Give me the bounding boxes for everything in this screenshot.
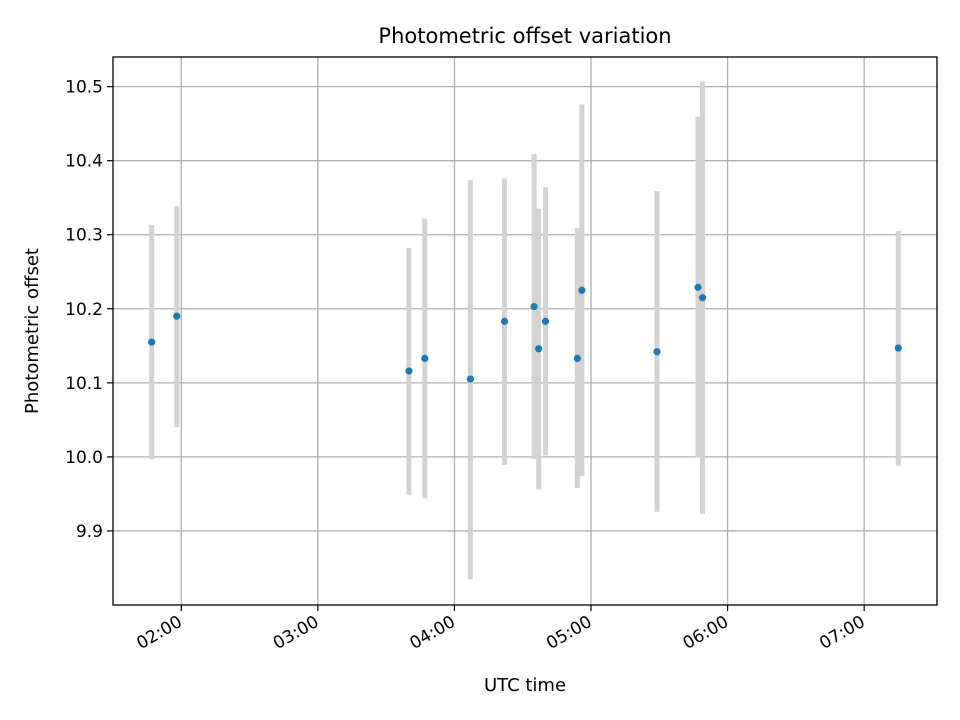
data-points	[148, 283, 902, 383]
data-point	[173, 312, 181, 320]
data-point	[466, 375, 474, 383]
grid	[113, 57, 937, 605]
y-tick-label: 10.5	[65, 78, 103, 98]
y-axis-label: Photometric offset	[22, 248, 43, 414]
y-tick-label: 10.2	[65, 300, 103, 320]
data-point	[148, 338, 156, 346]
data-point	[894, 344, 902, 352]
y-tick-label: 10.1	[65, 374, 103, 394]
data-point	[530, 302, 538, 311]
data-point	[698, 294, 707, 302]
data-point	[421, 354, 429, 362]
data-point	[694, 283, 702, 291]
data-point	[535, 345, 543, 353]
y-tick-label: 10.4	[65, 152, 103, 172]
data-point	[653, 348, 661, 356]
data-point	[500, 317, 509, 325]
y-tick-label: 10.0	[65, 448, 103, 468]
data-point	[405, 367, 413, 375]
x-axis-label: UTC time	[484, 675, 566, 696]
data-point	[541, 317, 550, 325]
data-point	[578, 286, 586, 294]
y-tick-label: 10.3	[65, 226, 103, 246]
y-tick-label: 9.9	[76, 522, 103, 542]
chart-title: Photometric offset variation	[378, 24, 671, 48]
data-point	[573, 354, 581, 362]
plot-frame	[112, 56, 938, 606]
